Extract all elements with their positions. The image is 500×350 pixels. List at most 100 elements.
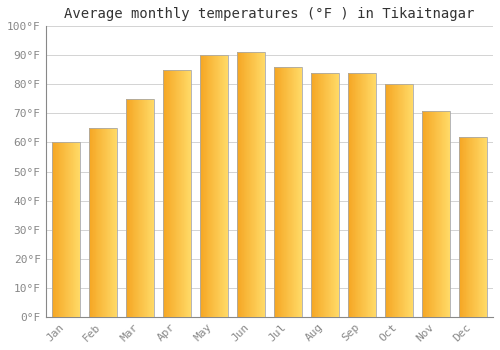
- Bar: [70, 142, 71, 317]
- Bar: [260, 52, 261, 317]
- Bar: [391, 84, 392, 317]
- Bar: [262, 52, 263, 317]
- Bar: [225, 55, 226, 317]
- Bar: [251, 52, 252, 317]
- Bar: [252, 52, 253, 317]
- Bar: [283, 67, 284, 317]
- Bar: [107, 128, 108, 317]
- Bar: [136, 99, 137, 317]
- Bar: [200, 55, 201, 317]
- Bar: [428, 111, 429, 317]
- Bar: [62, 142, 63, 317]
- Bar: [360, 73, 361, 317]
- Bar: [141, 99, 142, 317]
- Bar: [433, 111, 434, 317]
- Bar: [435, 111, 436, 317]
- Bar: [65, 142, 66, 317]
- Bar: [467, 137, 468, 317]
- Bar: [185, 70, 186, 317]
- Bar: [99, 128, 100, 317]
- Bar: [128, 99, 129, 317]
- Bar: [396, 84, 397, 317]
- Bar: [385, 84, 386, 317]
- Bar: [173, 70, 174, 317]
- Bar: [129, 99, 130, 317]
- Bar: [180, 70, 182, 317]
- Bar: [359, 73, 360, 317]
- Bar: [290, 67, 291, 317]
- Bar: [63, 142, 64, 317]
- Bar: [294, 67, 295, 317]
- Bar: [131, 99, 132, 317]
- Bar: [423, 111, 424, 317]
- Bar: [98, 128, 99, 317]
- Bar: [466, 137, 467, 317]
- Bar: [259, 52, 260, 317]
- Bar: [464, 137, 465, 317]
- Bar: [326, 73, 327, 317]
- Bar: [96, 128, 97, 317]
- Bar: [202, 55, 203, 317]
- Bar: [163, 70, 190, 317]
- Bar: [133, 99, 134, 317]
- Bar: [327, 73, 328, 317]
- Bar: [142, 99, 143, 317]
- Bar: [404, 84, 405, 317]
- Bar: [440, 111, 442, 317]
- Bar: [211, 55, 212, 317]
- Bar: [436, 111, 437, 317]
- Bar: [218, 55, 219, 317]
- Bar: [244, 52, 246, 317]
- Bar: [60, 142, 61, 317]
- Bar: [261, 52, 262, 317]
- Bar: [239, 52, 240, 317]
- Bar: [55, 142, 56, 317]
- Bar: [76, 142, 77, 317]
- Bar: [292, 67, 293, 317]
- Bar: [146, 99, 147, 317]
- Bar: [395, 84, 396, 317]
- Bar: [363, 73, 364, 317]
- Bar: [182, 70, 183, 317]
- Bar: [68, 142, 69, 317]
- Bar: [170, 70, 172, 317]
- Bar: [427, 111, 428, 317]
- Bar: [145, 99, 146, 317]
- Bar: [279, 67, 280, 317]
- Bar: [322, 73, 323, 317]
- Bar: [253, 52, 254, 317]
- Bar: [447, 111, 448, 317]
- Bar: [205, 55, 206, 317]
- Bar: [67, 142, 68, 317]
- Bar: [227, 55, 228, 317]
- Bar: [188, 70, 189, 317]
- Bar: [52, 142, 53, 317]
- Bar: [153, 99, 154, 317]
- Bar: [140, 99, 141, 317]
- Bar: [299, 67, 300, 317]
- Bar: [282, 67, 283, 317]
- Bar: [479, 137, 480, 317]
- Bar: [52, 142, 80, 317]
- Bar: [386, 84, 387, 317]
- Bar: [148, 99, 150, 317]
- Bar: [317, 73, 318, 317]
- Bar: [242, 52, 243, 317]
- Bar: [78, 142, 79, 317]
- Bar: [476, 137, 477, 317]
- Bar: [406, 84, 407, 317]
- Bar: [374, 73, 375, 317]
- Bar: [429, 111, 430, 317]
- Bar: [351, 73, 352, 317]
- Bar: [437, 111, 438, 317]
- Bar: [237, 52, 264, 317]
- Bar: [240, 52, 241, 317]
- Bar: [390, 84, 391, 317]
- Bar: [468, 137, 469, 317]
- Bar: [249, 52, 250, 317]
- Bar: [167, 70, 168, 317]
- Bar: [348, 73, 376, 317]
- Bar: [484, 137, 485, 317]
- Bar: [411, 84, 412, 317]
- Bar: [337, 73, 338, 317]
